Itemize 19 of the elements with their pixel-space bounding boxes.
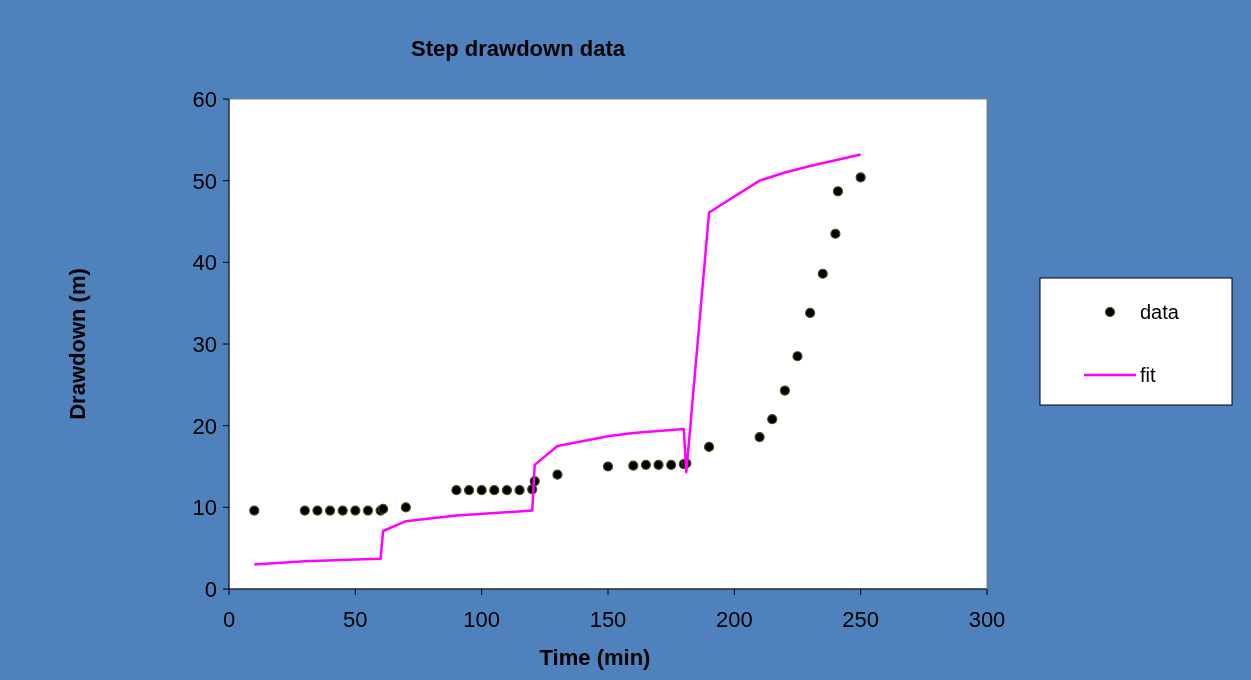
x-tick-label: 100 (463, 607, 501, 632)
chart-title: Step drawdown data (411, 36, 626, 61)
x-tick-label: 50 (343, 607, 368, 632)
y-axis-title: Drawdown (m) (65, 268, 90, 420)
x-tick-label: 0 (222, 607, 236, 632)
x-axis-title: Time (min) (539, 645, 651, 670)
y-tick-label: 20 (192, 413, 217, 439)
y-tick-label: 50 (192, 168, 217, 194)
y-tick-label: 40 (192, 250, 217, 276)
x-tick-label: 300 (968, 607, 1006, 632)
legend-label: data (1140, 301, 1180, 323)
x-tick-label: 200 (715, 607, 753, 632)
y-tick-label: 60 (192, 87, 217, 112)
legend-label: fit (1140, 364, 1156, 386)
y-tick-label: 10 (192, 495, 217, 521)
x-tick-label: 150 (589, 607, 627, 632)
x-tick-label: 250 (842, 607, 880, 632)
y-tick-label: 30 (192, 332, 217, 357)
y-tick-label: 0 (204, 577, 217, 602)
